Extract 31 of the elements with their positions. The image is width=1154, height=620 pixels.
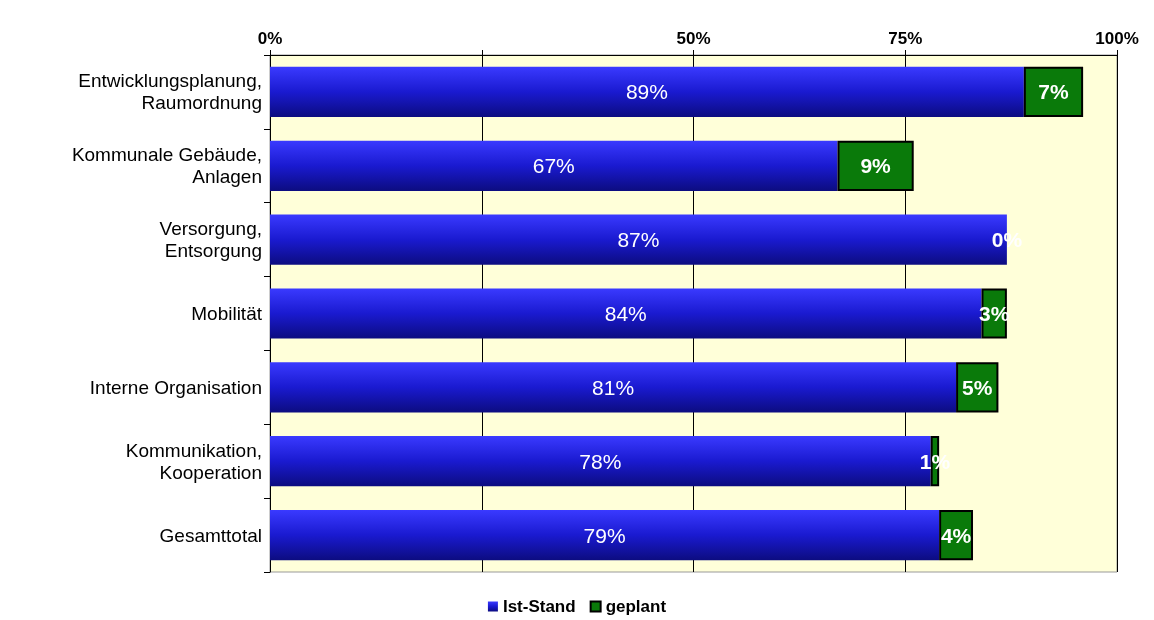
data-label: 1% [919,449,951,473]
y-tick-label: Interne Organisation [89,376,262,398]
x-tick-label: 100% [1095,29,1139,48]
data-label: 7% [1038,80,1069,104]
bar [270,140,838,191]
data-label: 9% [860,154,892,178]
data-label: 0% [991,228,1023,252]
bar [270,509,940,561]
legend-label: Ist-Stand [502,597,576,616]
bar [1023,66,1084,118]
y-tick-label: Kommunikation, Kooperation [125,439,262,483]
y-tick-label: Versorgung, Entsorgung [159,218,262,262]
data-label: 87% [617,228,660,252]
data-label: 79% [583,523,626,547]
data-label: 4% [940,523,972,547]
x-tick-label: 50% [676,29,711,48]
x-tick-label: 0% [257,29,283,48]
x-tick-label: 75% [888,29,923,48]
data-label: 89% [625,80,668,104]
data-label: 67% [532,154,575,178]
data-label: 78% [579,449,622,473]
y-tick-label: Kommunale Gebäude, Anlagen [71,144,262,188]
y-tick-label: Entwicklungsplanung, Raumordnung [78,70,262,114]
y-tick-label: Mobilität [191,303,263,324]
bar [270,66,1024,118]
legend-label: geplant [605,597,667,616]
data-label: 5% [962,375,993,399]
bar [270,362,957,413]
data-label: 84% [604,302,647,325]
y-tick-label: Gesamttotal [159,524,262,546]
data-label: 81% [592,375,635,399]
